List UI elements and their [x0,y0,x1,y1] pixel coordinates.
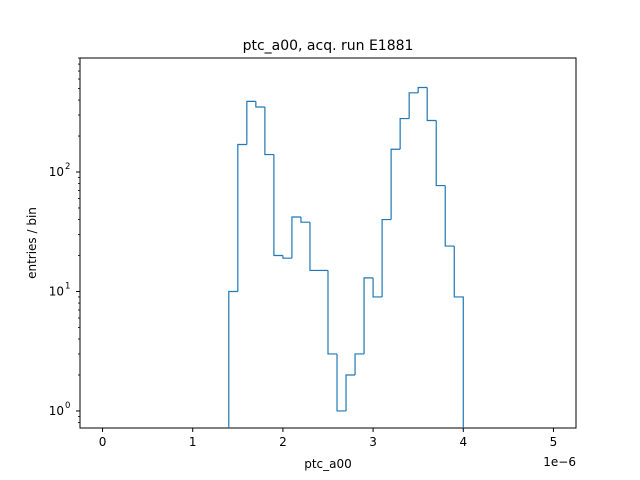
y-tick-label: 10 [49,284,64,298]
y-tick-label: 10 [49,404,64,418]
histogram-bin [444,185,455,247]
histogram-bin [273,154,283,257]
y-axis-label: entries / bin [25,207,39,279]
x-tick-label: 3 [369,435,377,449]
histogram-bin [345,374,356,411]
histogram-bin [408,92,419,119]
histogram-bin [255,101,265,108]
x-axis-offset-label: 1e−6 [543,455,576,469]
histogram-bin [426,87,437,122]
histogram-bin [390,148,401,220]
histogram-bin [417,86,428,93]
chart-title: ptc_a00, acq. run E1881 [243,38,414,54]
plot-area [79,57,577,429]
histogram-bin [282,255,292,259]
y-tick-exponent: 2 [65,162,70,172]
histogram-bars [228,86,464,428]
histogram-bin [372,277,383,298]
x-tick-label: 1 [189,435,197,449]
histogram-bin [237,143,247,292]
histogram-bin [264,107,274,156]
histogram-bin [399,117,410,150]
y-tick-exponent: 1 [65,281,70,291]
y-tick-label: 10 [49,165,64,179]
histogram-bin [336,353,347,412]
histogram-bin [354,353,365,375]
x-tick-label: 4 [459,435,467,449]
x-tick-label: 5 [550,435,558,449]
x-tick-label: 0 [99,435,107,449]
histogram-bin [246,100,256,145]
histogram-bin [363,277,374,354]
histogram-bin [228,290,238,428]
histogram-bin [453,246,464,428]
histogram-bin [291,216,301,259]
histogram-bin [381,218,392,297]
histogram-bin [435,120,446,187]
y-tick-exponent: 0 [65,401,70,411]
histogram-bin [300,217,310,223]
x-axis-ticks: 0 1 2 3 4 5 [99,428,558,449]
x-tick-label: 2 [279,435,287,449]
x-axis-label: ptc_a00 [304,457,352,471]
histogram-bin [309,222,319,272]
histogram-bin [327,270,338,355]
